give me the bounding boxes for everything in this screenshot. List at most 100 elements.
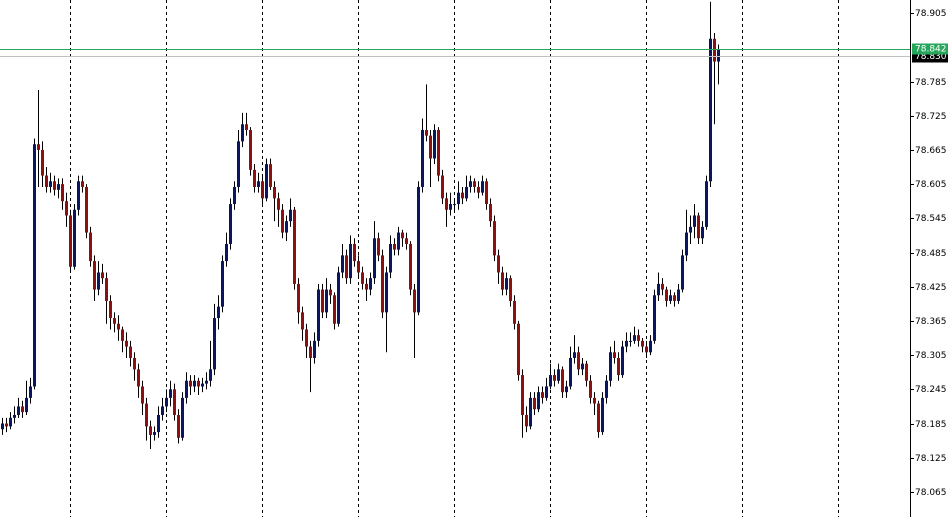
candle-body — [449, 204, 452, 210]
candle-body — [69, 215, 72, 267]
candle-body — [325, 289, 328, 313]
candle-body — [269, 164, 272, 187]
candle-body — [225, 243, 228, 262]
candle-body — [629, 340, 632, 342]
candle-body — [209, 369, 212, 381]
candle-body — [645, 346, 648, 353]
candle-body — [25, 397, 28, 413]
candle-body — [113, 318, 116, 324]
candle-body — [17, 406, 20, 415]
candle-body — [133, 357, 136, 370]
candle-body — [165, 397, 168, 407]
candle-body — [497, 255, 500, 273]
candle-body — [1, 423, 4, 430]
candle-body — [489, 204, 492, 222]
y-tick-label: 78.365 — [915, 317, 947, 327]
candle-body — [405, 238, 408, 244]
candle-body — [345, 255, 348, 279]
candle-body — [553, 375, 556, 381]
candle-body — [173, 389, 176, 415]
candle-body — [709, 38, 712, 182]
candle-body — [73, 209, 76, 267]
candle-body — [529, 397, 532, 427]
candle-body — [473, 181, 476, 187]
candle-body — [65, 201, 68, 216]
candle-body — [361, 272, 364, 284]
candle-body — [349, 243, 352, 279]
candle-body — [565, 386, 568, 393]
candle-body — [201, 383, 204, 387]
y-tick-label: 78.725 — [915, 112, 947, 122]
candle-body — [341, 255, 344, 273]
candle-body — [545, 386, 548, 398]
candle-body — [445, 198, 448, 210]
candle-body — [673, 295, 676, 301]
candle-body — [429, 135, 432, 159]
candle-body — [409, 243, 412, 290]
candle-body — [333, 295, 336, 324]
candle-body — [573, 352, 576, 358]
y-tick-label: 78.545 — [915, 214, 947, 224]
candle-body — [57, 184, 60, 190]
candle-body — [357, 261, 360, 273]
candle-body — [301, 312, 304, 330]
candle-body — [61, 184, 64, 202]
candle-body — [653, 295, 656, 341]
candle-body — [205, 380, 208, 384]
candle-body — [277, 198, 280, 210]
candle-body — [213, 318, 216, 370]
y-tick-label: 78.605 — [915, 180, 947, 190]
candle-body — [305, 329, 308, 347]
candle-body — [681, 255, 684, 290]
candle-body — [33, 144, 36, 387]
candle-body — [657, 283, 660, 296]
candle-body — [597, 403, 600, 433]
candle-body — [525, 414, 528, 427]
candle-body — [169, 389, 172, 398]
candle-body — [129, 346, 132, 358]
candle-body — [101, 272, 104, 279]
candle-body — [713, 38, 716, 62]
y-tick-label: 78.485 — [915, 249, 947, 259]
candle-body — [149, 426, 152, 435]
candle-body — [329, 289, 332, 296]
candle-body — [185, 380, 188, 398]
y-tick-label: 78.125 — [915, 454, 947, 464]
candle-body — [137, 369, 140, 387]
candle-body — [649, 340, 652, 353]
candle-body — [293, 209, 296, 284]
candle-body — [505, 278, 508, 290]
candle-body — [585, 363, 588, 381]
candle-body — [117, 323, 120, 330]
candle-body — [441, 175, 444, 199]
candle-body — [609, 352, 612, 381]
candle-body — [677, 289, 680, 301]
candle-body — [581, 363, 584, 370]
y-tick-label: 78.665 — [915, 146, 947, 156]
candle-body — [285, 221, 288, 233]
candle-body — [161, 406, 164, 415]
candle-body — [513, 300, 516, 324]
candle-body — [381, 255, 384, 313]
candle-body — [633, 335, 636, 341]
candle-body — [289, 209, 292, 222]
candle-body — [493, 221, 496, 256]
candle-body — [29, 386, 32, 398]
y-tick-label: 78.785 — [915, 78, 947, 88]
bid-label: 78.830 — [915, 52, 947, 62]
candle-body — [93, 261, 96, 290]
candle-body — [589, 380, 592, 398]
candle-body — [369, 278, 372, 290]
candle-body — [517, 323, 520, 376]
candle-body — [569, 357, 572, 387]
candle-body — [49, 181, 52, 187]
candle-body — [237, 141, 240, 187]
candle-body — [561, 369, 564, 393]
candle-body — [85, 186, 88, 233]
candle-body — [417, 186, 420, 313]
candle-body — [97, 272, 100, 290]
candle-body — [605, 380, 608, 398]
candle-body — [401, 232, 404, 239]
